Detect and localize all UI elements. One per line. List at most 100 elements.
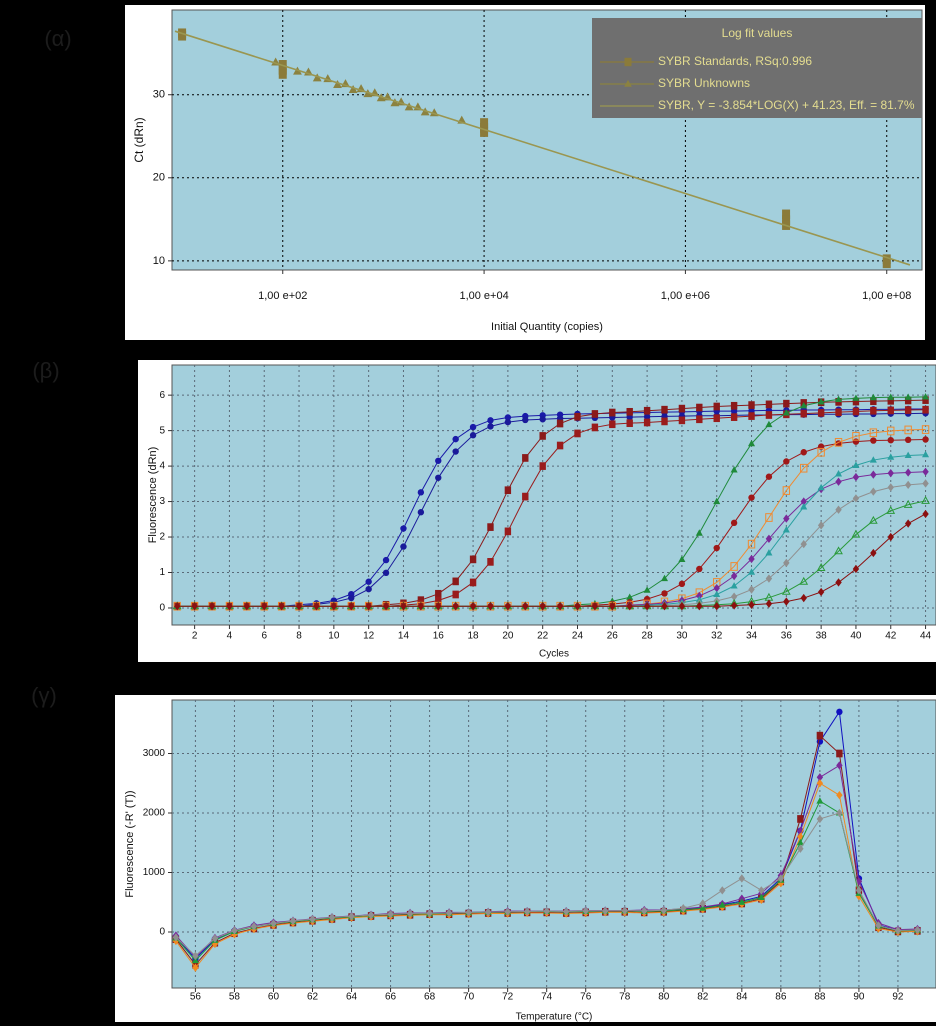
data-point bbox=[178, 30, 187, 41]
data-point bbox=[783, 514, 790, 523]
y-tick-label: 10 bbox=[153, 255, 165, 267]
data-point bbox=[852, 407, 860, 416]
data-point bbox=[922, 479, 929, 488]
data-point bbox=[869, 393, 877, 401]
data-point bbox=[435, 457, 442, 464]
data-point bbox=[661, 602, 668, 611]
data-point bbox=[765, 411, 773, 419]
data-point bbox=[817, 521, 825, 530]
data-point bbox=[713, 590, 721, 598]
legend-marker bbox=[624, 79, 632, 87]
data-point bbox=[882, 258, 891, 269]
data-point bbox=[487, 602, 494, 611]
data-point bbox=[556, 441, 564, 450]
x-tick-label: 24 bbox=[572, 631, 584, 642]
data-point bbox=[835, 505, 842, 514]
data-point bbox=[313, 602, 320, 611]
data-point bbox=[543, 907, 550, 916]
x-tick-label: 92 bbox=[892, 992, 904, 1003]
x-tick-label: 86 bbox=[775, 992, 787, 1003]
x-tick-label: 64 bbox=[346, 992, 358, 1003]
x-tick-label: 38 bbox=[816, 631, 828, 642]
data-point bbox=[382, 556, 390, 564]
x-axis-label: Cycles bbox=[539, 649, 569, 660]
data-point bbox=[678, 555, 686, 562]
panel-label: (α) bbox=[44, 26, 71, 51]
data-point bbox=[713, 544, 720, 552]
data-point bbox=[435, 474, 442, 481]
data-point bbox=[921, 495, 930, 504]
y-tick-label: 6 bbox=[159, 390, 165, 401]
data-point bbox=[400, 543, 407, 550]
data-point bbox=[904, 396, 912, 405]
data-point bbox=[348, 594, 355, 602]
data-point bbox=[539, 432, 546, 440]
data-point bbox=[278, 69, 287, 79]
data-point bbox=[800, 497, 807, 506]
data-point bbox=[680, 904, 687, 913]
data-point bbox=[855, 886, 863, 895]
data-point bbox=[504, 907, 511, 916]
data-point bbox=[800, 449, 807, 456]
data-point bbox=[817, 483, 825, 491]
data-point bbox=[886, 505, 896, 514]
data-point bbox=[852, 461, 860, 468]
y-tick-label: 3 bbox=[159, 496, 165, 507]
data-point bbox=[191, 602, 198, 611]
data-point bbox=[816, 797, 824, 804]
data-point bbox=[783, 399, 790, 408]
x-tick-label: 1,00 e+08 bbox=[862, 290, 911, 302]
data-point bbox=[747, 539, 756, 549]
data-point bbox=[452, 577, 459, 586]
data-point bbox=[522, 602, 529, 611]
y-tick-label: 1 bbox=[159, 567, 165, 578]
data-point bbox=[852, 438, 860, 445]
data-point bbox=[887, 532, 894, 542]
data-point bbox=[730, 562, 738, 571]
data-point bbox=[834, 546, 843, 555]
x-tick-label: 1,00 e+02 bbox=[258, 290, 307, 302]
data-point bbox=[626, 602, 633, 611]
data-point bbox=[695, 529, 703, 536]
data-point bbox=[626, 407, 633, 416]
data-point bbox=[192, 951, 199, 960]
x-tick-label: 66 bbox=[385, 992, 397, 1003]
x-tick-label: 78 bbox=[619, 992, 631, 1003]
data-point bbox=[591, 423, 599, 432]
data-point bbox=[904, 480, 912, 490]
y-tick-label: 1000 bbox=[143, 867, 166, 878]
data-point bbox=[799, 576, 809, 585]
x-tick-label: 32 bbox=[711, 631, 723, 642]
x-tick-label: 88 bbox=[814, 992, 826, 1003]
data-point bbox=[278, 602, 285, 611]
data-point bbox=[748, 412, 755, 420]
data-point bbox=[713, 583, 720, 593]
data-point bbox=[748, 554, 755, 564]
data-point bbox=[365, 585, 372, 593]
data-point bbox=[870, 548, 877, 558]
legend-label: SYBR, Y = -3.854*LOG(X) + 41.23, Eff. = … bbox=[658, 98, 915, 112]
data-point bbox=[348, 84, 358, 93]
data-point bbox=[400, 525, 407, 532]
data-point bbox=[574, 602, 581, 611]
data-point bbox=[887, 453, 895, 460]
data-point bbox=[696, 565, 703, 573]
data-point bbox=[870, 470, 877, 479]
data-point bbox=[730, 519, 738, 527]
data-point bbox=[904, 406, 912, 414]
data-point bbox=[817, 409, 825, 417]
data-point bbox=[718, 901, 726, 908]
y-tick-label: 0 bbox=[159, 603, 165, 614]
data-point bbox=[417, 509, 425, 516]
x-tick-label: 4 bbox=[227, 631, 233, 642]
data-point bbox=[797, 844, 804, 853]
data-point bbox=[556, 602, 564, 611]
data-point bbox=[922, 450, 930, 458]
data-point bbox=[783, 558, 790, 568]
data-point bbox=[504, 602, 512, 611]
data-point bbox=[836, 761, 843, 770]
data-point bbox=[730, 571, 738, 581]
data-point bbox=[922, 467, 929, 476]
